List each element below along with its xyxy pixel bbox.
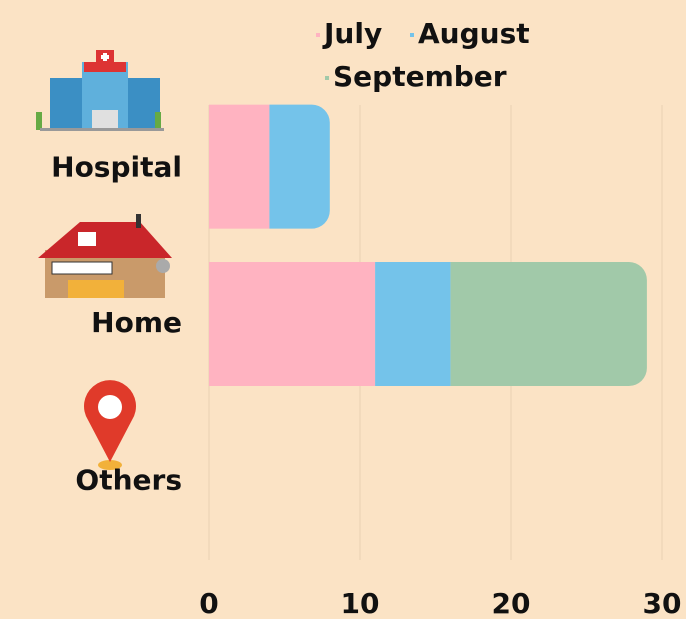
- x-tick-label: 10: [341, 587, 380, 619]
- category-label: Hospital: [51, 151, 182, 184]
- bar-segment: [450, 262, 647, 386]
- hospital-icon: [36, 50, 164, 131]
- bar-segment: [209, 262, 376, 386]
- location-icon: [84, 380, 136, 470]
- legend-label: July: [322, 17, 382, 50]
- x-tick-label: 30: [643, 587, 682, 619]
- category-label: Others: [75, 463, 182, 496]
- legend-marker: [410, 33, 414, 37]
- legend-label: August: [418, 17, 530, 50]
- bar-segment: [269, 104, 330, 229]
- legend-marker: [316, 33, 320, 37]
- home-icon: [38, 214, 172, 298]
- x-tick-label: 20: [492, 587, 531, 619]
- legend-marker: [325, 76, 329, 80]
- category-label: Home: [91, 306, 182, 339]
- legend-label: September: [333, 60, 507, 93]
- bar-segment: [375, 262, 451, 386]
- bar-segment: [209, 104, 270, 229]
- x-tick-label: 0: [199, 587, 218, 619]
